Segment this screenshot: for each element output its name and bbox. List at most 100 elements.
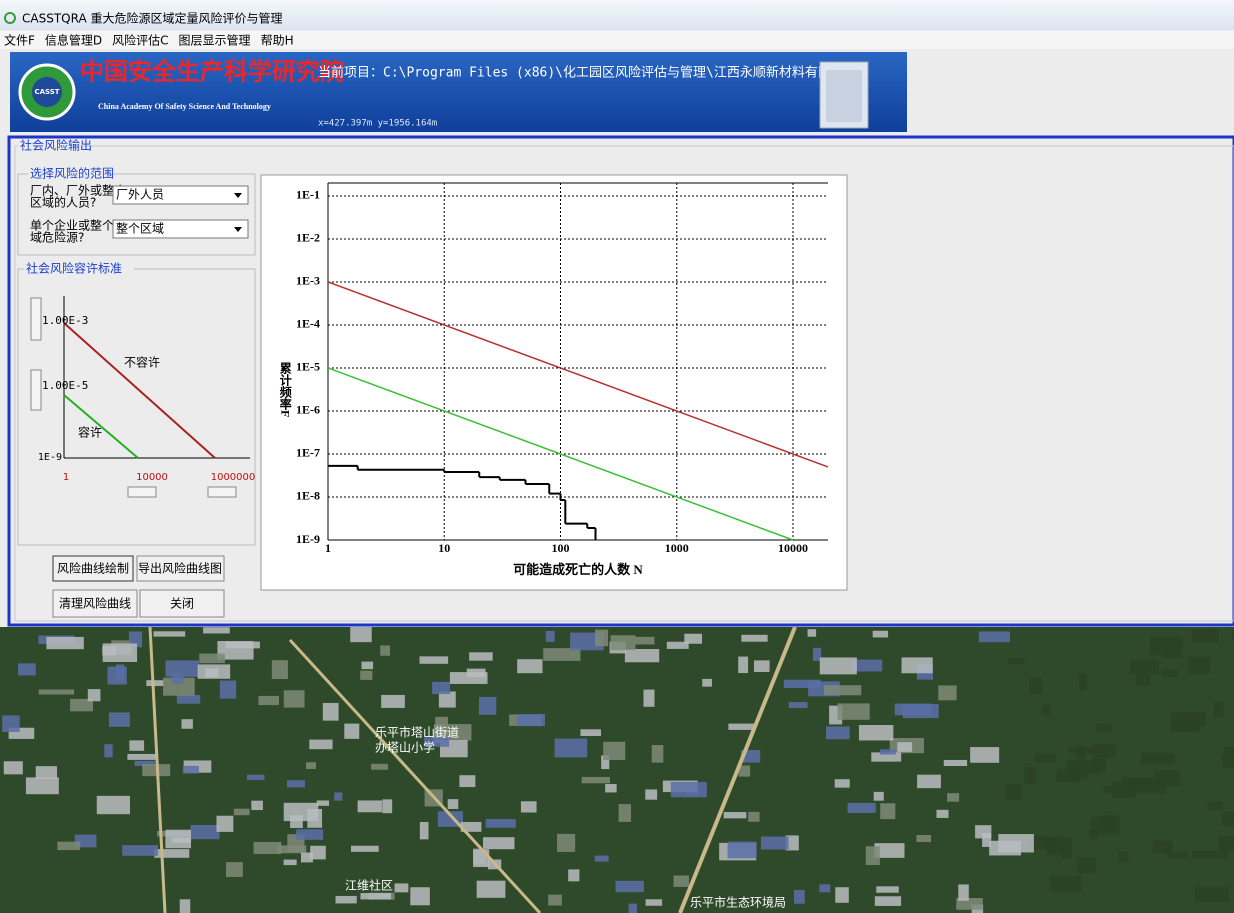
map-block xyxy=(902,657,933,673)
map-block xyxy=(897,742,912,752)
map-block xyxy=(371,764,388,770)
map-block xyxy=(595,630,608,647)
x-tick-label: 1000 xyxy=(665,541,689,555)
menu-item[interactable]: 风险评估C xyxy=(112,33,168,48)
map-label: 办塔山小学 xyxy=(375,740,435,755)
spinner[interactable] xyxy=(31,298,41,340)
app-window: CASSTQRA 重大危险源区域定量风险评价与管理 文件F信息管理D风险评估C图… xyxy=(0,0,1234,913)
map-block xyxy=(335,896,356,903)
map-block xyxy=(517,659,542,673)
dropdown-value: 厂外人员 xyxy=(116,188,164,202)
map-block xyxy=(674,876,689,887)
map-block xyxy=(247,775,264,780)
map-block xyxy=(323,703,339,721)
mini-acceptable-text: 容许 xyxy=(78,425,102,440)
map-block xyxy=(1029,678,1042,694)
map-block xyxy=(36,766,57,779)
map-block xyxy=(880,803,895,819)
map-block xyxy=(625,649,659,662)
mini-upper-label: 1.00E-3 xyxy=(42,314,88,327)
map-block xyxy=(1008,658,1025,664)
map-block xyxy=(309,740,332,750)
map-block xyxy=(1024,767,1036,785)
map-block xyxy=(479,697,496,715)
spinner[interactable] xyxy=(128,487,156,497)
map-block xyxy=(1153,841,1173,854)
map-block xyxy=(306,762,316,769)
map-block xyxy=(1192,629,1213,642)
scope-label: 区域的人员? xyxy=(30,195,96,210)
map-block xyxy=(876,886,899,892)
map-block xyxy=(1155,770,1181,786)
map-block xyxy=(1042,705,1051,715)
map-block xyxy=(226,862,243,877)
map-block xyxy=(866,846,880,865)
map-block xyxy=(2,715,19,732)
map-block xyxy=(958,884,969,900)
menu-item[interactable]: 文件F xyxy=(4,33,35,48)
y-axis-label: 累计频率F xyxy=(278,362,292,418)
scope-label: 域危险源? xyxy=(30,230,84,245)
map-block xyxy=(172,837,190,842)
map-block xyxy=(820,657,857,674)
map-block xyxy=(381,695,405,708)
map-block xyxy=(652,745,664,763)
map-block xyxy=(611,635,636,650)
map-block xyxy=(287,780,305,787)
map-block xyxy=(104,744,112,757)
map-block xyxy=(1150,636,1183,655)
map-block xyxy=(1121,777,1154,786)
map-block xyxy=(180,899,190,913)
map-block xyxy=(741,635,767,642)
map-block xyxy=(838,703,870,719)
spinner[interactable] xyxy=(31,370,41,410)
map-block xyxy=(172,673,183,684)
x-axis-label: 可能造成死亡的人数 N xyxy=(513,562,643,577)
spinner[interactable] xyxy=(208,487,236,497)
menu-item[interactable]: 信息管理D xyxy=(45,33,102,48)
map-block xyxy=(97,796,130,814)
map-block xyxy=(1035,753,1056,762)
map-block xyxy=(671,782,707,797)
map-block xyxy=(789,702,808,708)
map-block xyxy=(1219,836,1234,851)
map-block xyxy=(122,845,158,856)
map-block xyxy=(18,663,36,675)
map-block xyxy=(277,845,306,853)
map-block xyxy=(521,801,537,812)
map-block xyxy=(351,846,379,852)
map-block xyxy=(619,804,631,822)
map-block xyxy=(1130,660,1159,674)
map-block xyxy=(199,654,225,664)
map-block xyxy=(483,837,514,849)
map-block xyxy=(198,664,230,678)
map-block xyxy=(728,842,757,859)
map-block xyxy=(251,801,263,810)
map-block xyxy=(1049,876,1081,892)
map-block xyxy=(296,829,323,840)
map-block xyxy=(568,869,579,881)
map-block xyxy=(358,800,382,812)
mini-ymin-label: 1E-9 xyxy=(38,452,62,463)
map-block xyxy=(1141,753,1175,764)
menu-item[interactable]: 图层显示管理 xyxy=(179,33,251,48)
map-block xyxy=(1056,775,1079,783)
button-label: 风险曲线绘制 xyxy=(57,561,129,576)
map-block xyxy=(548,895,562,906)
map-block xyxy=(667,642,689,649)
menu-item[interactable]: 帮助H xyxy=(261,34,294,48)
map-block xyxy=(459,775,475,787)
y-tick-label: 1E-8 xyxy=(296,489,320,503)
map-block xyxy=(895,704,933,716)
map-block xyxy=(39,689,74,694)
map-block xyxy=(517,714,545,726)
x-tick-label: 1 xyxy=(325,541,331,555)
map-block xyxy=(643,690,654,707)
x-tick-label: 10000 xyxy=(778,541,808,555)
map-block xyxy=(748,812,759,822)
map-block xyxy=(272,660,288,679)
map-block xyxy=(1006,784,1023,800)
map-block xyxy=(382,799,392,813)
map-block xyxy=(595,856,609,862)
y-tick-label: 1E-7 xyxy=(296,446,320,460)
